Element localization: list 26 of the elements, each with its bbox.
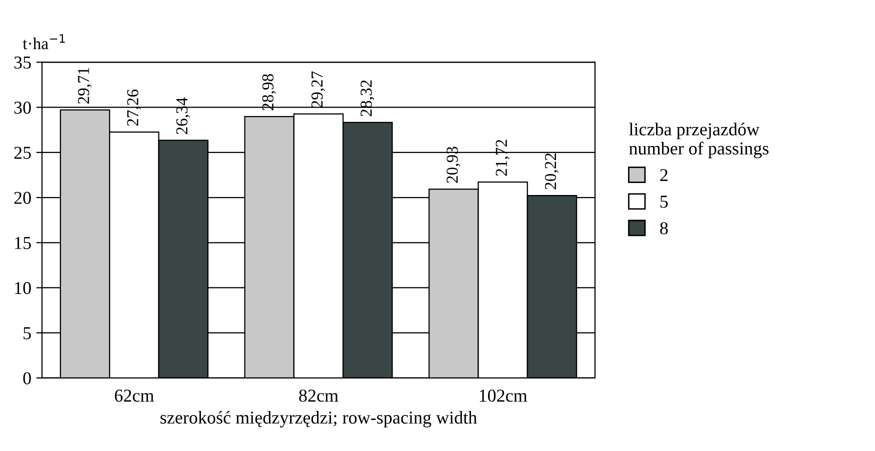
x-tick-label: 62cm bbox=[114, 390, 154, 402]
data-label: 29,27 bbox=[311, 71, 326, 108]
y-tick-label: 30 bbox=[14, 102, 31, 114]
legend-label: 5 bbox=[660, 196, 668, 208]
y-tick-label: 10 bbox=[15, 282, 31, 294]
y-tick-label: 20 bbox=[14, 192, 31, 204]
data-label: 27,26 bbox=[127, 89, 141, 126]
y-axis-title: t·ha$^{−1}$ bbox=[22, 34, 65, 50]
y-tick-label: 0 bbox=[23, 372, 31, 384]
y-tick-label: 35 bbox=[14, 56, 31, 69]
legend-label: 8 bbox=[660, 222, 668, 234]
data-label: 28,98 bbox=[262, 74, 276, 110]
y-tick-label: 5 bbox=[24, 327, 31, 340]
x-axis-title: szerokość międzyrzędzi; row-spacing width bbox=[160, 410, 477, 428]
legend-label: 2 bbox=[660, 169, 668, 182]
data-label: 29,71 bbox=[78, 68, 92, 104]
data-label: 20,22 bbox=[544, 153, 559, 190]
y-tick-label: 15 bbox=[15, 236, 31, 250]
y-tick-label: 25 bbox=[14, 146, 31, 159]
data-label: 26,34 bbox=[176, 98, 190, 134]
data-label: 20,93 bbox=[446, 146, 460, 183]
x-tick-label: 82cm bbox=[299, 390, 338, 402]
legend-title: liczba przejazdów number of passings bbox=[629, 122, 769, 158]
data-label: 28,32 bbox=[360, 80, 374, 116]
x-tick-label: 102cm bbox=[480, 390, 528, 402]
data-label: 21,72 bbox=[496, 140, 510, 176]
